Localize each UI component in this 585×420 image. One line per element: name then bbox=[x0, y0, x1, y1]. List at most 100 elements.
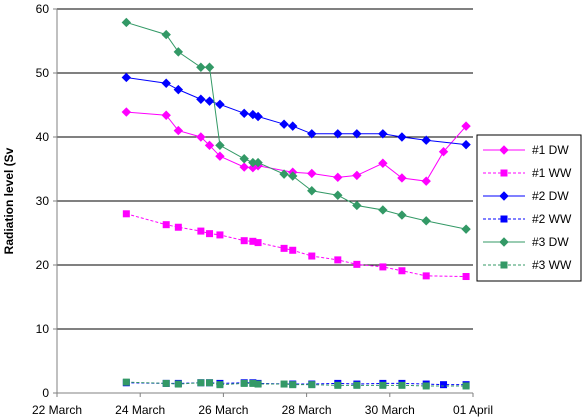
y-tick-labels: 0 10 20 30 40 50 60 bbox=[36, 2, 50, 400]
legend-label: #2 WW bbox=[532, 212, 572, 226]
data-point bbox=[173, 125, 184, 136]
data-point bbox=[240, 379, 248, 387]
data-point bbox=[422, 272, 430, 280]
legend-marker bbox=[499, 237, 509, 247]
legend-marker bbox=[500, 215, 508, 223]
data-point bbox=[196, 62, 206, 72]
data-point bbox=[352, 200, 362, 211]
series-line bbox=[126, 111, 467, 182]
data-point bbox=[307, 129, 317, 139]
data-point bbox=[397, 173, 407, 183]
x-tick-label: 30 March bbox=[365, 403, 415, 417]
data-point bbox=[206, 379, 214, 387]
legend: #1 DW #1 WW #2 DW #2 WW #3 DW #3 WW bbox=[476, 134, 582, 282]
data-point bbox=[240, 237, 248, 245]
data-point bbox=[421, 216, 431, 226]
data-point bbox=[122, 378, 130, 386]
y-tick-label: 50 bbox=[36, 66, 50, 80]
y-tick-label: 30 bbox=[36, 194, 50, 208]
data-point bbox=[288, 171, 298, 181]
data-point bbox=[204, 140, 215, 151]
legend-label: #2 DW bbox=[532, 189, 569, 203]
series-2 bbox=[122, 210, 470, 281]
legend-marker bbox=[499, 145, 509, 155]
gridlines bbox=[57, 8, 473, 330]
legend-marker bbox=[500, 169, 508, 177]
data-point bbox=[378, 129, 388, 139]
data-point bbox=[462, 273, 470, 281]
data-point bbox=[196, 132, 206, 142]
legend-box bbox=[476, 134, 582, 282]
legend-label: #1 DW bbox=[532, 143, 569, 157]
data-point bbox=[398, 267, 406, 275]
data-point bbox=[307, 186, 317, 196]
data-point bbox=[121, 107, 132, 117]
data-point bbox=[161, 29, 171, 40]
y-axis-label: Radiation level (Sv bbox=[2, 147, 16, 254]
data-point bbox=[161, 78, 171, 88]
x-tick-labels: 22 March 24 March 26 March 28 March 30 March… bbox=[32, 403, 493, 417]
data-point bbox=[239, 162, 249, 172]
data-point bbox=[122, 210, 130, 218]
data-point bbox=[352, 170, 362, 181]
data-point bbox=[307, 168, 317, 179]
data-point bbox=[288, 121, 298, 131]
data-point bbox=[215, 151, 225, 161]
series-3 bbox=[121, 72, 471, 150]
data-point bbox=[289, 381, 297, 389]
data-point bbox=[334, 381, 342, 389]
data-point bbox=[421, 176, 431, 186]
legend-label: #3 DW bbox=[532, 235, 569, 249]
data-point bbox=[438, 147, 449, 157]
data-point bbox=[379, 381, 387, 389]
data-point bbox=[204, 96, 215, 106]
data-point bbox=[253, 157, 263, 168]
y-tick-label: 20 bbox=[36, 258, 50, 272]
data-point bbox=[333, 190, 343, 200]
data-point bbox=[215, 99, 225, 110]
data-point bbox=[174, 223, 182, 231]
data-point bbox=[461, 121, 471, 131]
x-tick-label: 01 April bbox=[453, 403, 493, 417]
y-tick-label: 10 bbox=[36, 322, 50, 336]
data-point bbox=[379, 263, 387, 271]
x-tick-label: 22 March bbox=[32, 403, 82, 417]
data-point bbox=[216, 381, 224, 389]
data-point bbox=[289, 246, 297, 254]
y-tick-label: 40 bbox=[36, 130, 50, 144]
data-point bbox=[253, 111, 263, 122]
data-point bbox=[378, 158, 388, 168]
y-tick-label: 60 bbox=[36, 2, 50, 16]
data-point bbox=[162, 379, 170, 387]
x-tick-label: 26 March bbox=[198, 403, 248, 417]
data-point bbox=[398, 381, 406, 389]
data-point bbox=[461, 139, 471, 150]
series-6 bbox=[122, 378, 470, 390]
data-point bbox=[197, 227, 205, 235]
data-point bbox=[239, 108, 249, 119]
data-point bbox=[162, 221, 170, 229]
data-point bbox=[397, 132, 407, 142]
data-point bbox=[422, 382, 430, 390]
series-5 bbox=[121, 17, 471, 234]
legend-marker bbox=[499, 191, 509, 201]
data-point bbox=[353, 260, 361, 268]
legend-label: #3 WW bbox=[532, 258, 572, 272]
data-point bbox=[279, 119, 289, 129]
data-point bbox=[353, 381, 361, 389]
data-point bbox=[206, 230, 214, 238]
data-point bbox=[280, 380, 288, 388]
data-point bbox=[440, 381, 448, 389]
data-point bbox=[215, 140, 225, 151]
data-point bbox=[334, 256, 342, 264]
data-point bbox=[197, 379, 205, 387]
series-1 bbox=[121, 107, 471, 186]
data-point bbox=[216, 231, 224, 239]
series-lines bbox=[121, 17, 471, 390]
data-point bbox=[121, 17, 132, 28]
data-point bbox=[249, 237, 257, 245]
series-line bbox=[126, 213, 467, 278]
data-point bbox=[378, 205, 388, 215]
data-point bbox=[174, 380, 182, 388]
